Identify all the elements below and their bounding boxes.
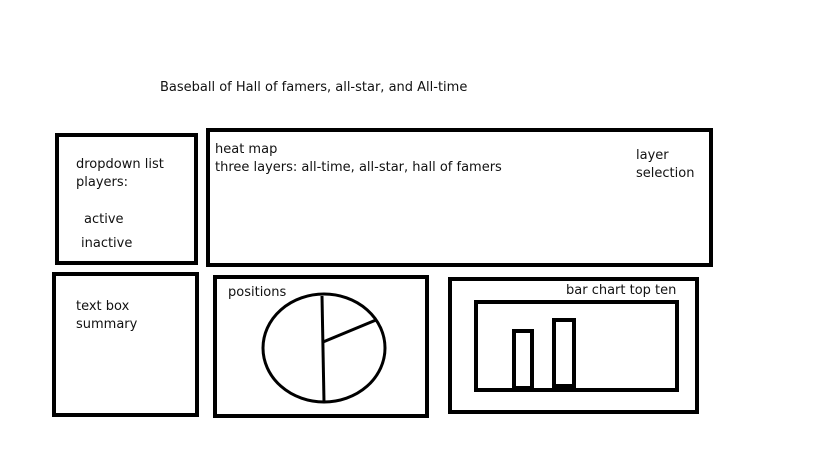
heatmap-panel[interactable] [206,128,713,267]
barchart-panel [448,277,699,414]
positions-panel [213,275,429,418]
dropdown-players-label: players: [76,175,129,190]
page-title: Baseball of Hall of famers, all-star, an… [160,80,468,95]
dropdown-option-inactive[interactable]: inactive [81,236,133,251]
layer-selection-label-2[interactable]: selection [636,166,695,181]
textbox-summary-panel [52,272,199,417]
barchart-label: bar chart top ten [566,283,677,298]
dropdown-label: dropdown list [76,157,164,172]
barchart-frame [474,300,679,392]
summary-label: summary [76,317,138,332]
heatmap-label: heat map [215,142,278,157]
heatmap-layers-label: three layers: all-time, all-star, hall o… [215,160,502,175]
dropdown-option-active[interactable]: active [84,212,124,227]
dropdown-panel[interactable] [55,133,198,265]
positions-label: positions [228,285,287,300]
textbox-label: text box [76,299,130,314]
layer-selection-label-1[interactable]: layer [636,148,669,163]
